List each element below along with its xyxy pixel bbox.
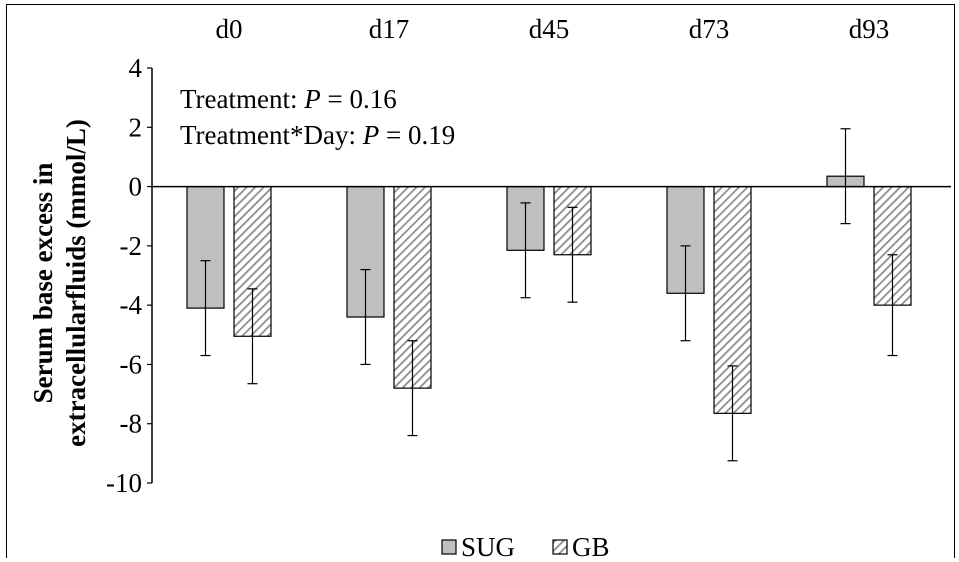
y-tick-label: 0 [129, 172, 143, 202]
error-bar-gb-d17 [407, 340, 418, 437]
legend: SUG GB [441, 532, 610, 562]
error-bar-sug-d73 [680, 245, 691, 342]
error-bar-gb-d73 [727, 365, 738, 462]
category-label-d17: d17 [369, 14, 410, 44]
error-bar-gb-d93 [887, 254, 898, 357]
bars [186, 175, 912, 414]
legend-label-sug: SUG [461, 532, 515, 562]
y-tick-label: -8 [120, 409, 143, 439]
annotation-treatment-day: Treatment*Day: P = 0.19 [180, 120, 455, 150]
y-tick-label: -10 [106, 468, 142, 498]
error-bar-sug-d17 [360, 268, 371, 366]
y-tick-label: 4 [129, 53, 143, 83]
y-tick-label: -4 [120, 290, 143, 320]
category-label-d45: d45 [529, 14, 570, 44]
error-bar-sug-d45 [520, 202, 531, 299]
y-tick-label: -6 [120, 349, 143, 379]
error-bar-gb-d45 [567, 206, 578, 303]
legend-label-gb: GB [572, 532, 610, 562]
category-label-d0: d0 [216, 14, 243, 44]
y-axis: 4 2 0 -2 -4 -6 -8 -10 [106, 53, 153, 498]
category-label-d93: d93 [849, 14, 890, 44]
error-bar-gb-d0 [247, 288, 258, 385]
error-bar-sug-d93 [840, 128, 851, 225]
annotation-treatment: Treatment: P = 0.16 [180, 84, 397, 114]
error-bar-sug-d0 [200, 260, 211, 357]
category-labels: d0 d17 d45 d73 d93 [216, 14, 890, 44]
y-axis-label-line2: extracellularfluids (mmol/L) [61, 119, 91, 447]
legend-swatch-gb [552, 539, 568, 555]
category-label-d73: d73 [689, 14, 730, 44]
chart-frame [6, 4, 955, 558]
y-axis-label-line1: Serum base excess in [28, 163, 58, 404]
y-tick-label: 2 [129, 112, 143, 142]
legend-swatch-sug [441, 539, 457, 555]
y-tick-label: -2 [120, 231, 143, 261]
error-bars [200, 128, 898, 462]
y-axis-label: Serum base excess in extracellularfluids… [28, 119, 91, 447]
stats-annotations: Treatment: P = 0.16 Treatment*Day: P = 0… [180, 84, 455, 150]
